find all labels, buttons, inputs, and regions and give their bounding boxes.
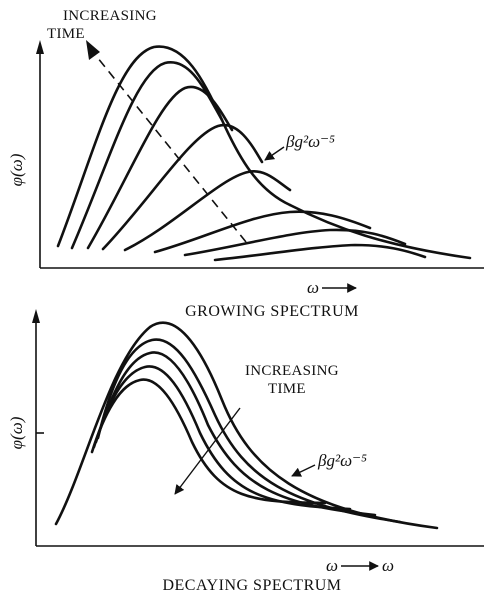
bottom-time-label: TIME bbox=[268, 381, 306, 397]
top-increasing-time-arrow bbox=[92, 51, 247, 243]
top-time-label: TIME bbox=[47, 26, 85, 42]
growth-curve-5 bbox=[123, 170, 292, 252]
decay-curve-2 bbox=[96, 338, 402, 524]
bottom-caption: DECAYING SPECTRUM bbox=[162, 577, 341, 594]
bottom-increasing-time-arrow bbox=[174, 407, 241, 495]
top-caption: GROWING SPECTRUM bbox=[185, 303, 359, 320]
decay-curve-3 bbox=[94, 351, 377, 517]
growth-curve-1 bbox=[56, 45, 292, 248]
top-increasing-time-arrowhead bbox=[86, 40, 100, 60]
bottom-increasing-label: INCREASING bbox=[245, 363, 339, 379]
top-envelope-leader bbox=[264, 146, 285, 161]
top-y-axis-label: φ(ω) bbox=[7, 153, 26, 186]
growth-curve-6 bbox=[153, 210, 372, 254]
growth-curve-3 bbox=[86, 85, 234, 250]
growth-curve-7 bbox=[183, 228, 407, 257]
growth-curve-4 bbox=[101, 123, 264, 251]
bottom-envelope-leader bbox=[291, 464, 316, 477]
bottom-envelope-label: βg²ω⁻⁵ bbox=[317, 451, 367, 470]
decay-curve-1 bbox=[54, 321, 439, 530]
bottom-y-axis-label: φ(ω) bbox=[7, 416, 26, 449]
decay-curve-5 bbox=[90, 378, 327, 505]
top-increasing-label: INCREASING bbox=[63, 8, 157, 24]
growth-envelope-curve bbox=[288, 203, 472, 260]
top-x-axis-label: ω bbox=[307, 278, 319, 297]
bottom-x-axis-label: ω bbox=[326, 556, 338, 575]
top-y-axis-arrow bbox=[36, 40, 44, 54]
growing-spectrum-panel: φ(ω) INCREASING TIME βg²ω⁻⁵ ω GROWING SP… bbox=[7, 8, 484, 320]
bottom-y-axis-arrow bbox=[32, 309, 40, 323]
decay-curve-4 bbox=[92, 365, 352, 511]
decaying-spectrum-panel: φ(ω) INCREASING TIME βg²ω⁻⁵ ω ω DECAYING… bbox=[7, 309, 484, 594]
bottom-x-axis-label-end: ω bbox=[382, 556, 394, 575]
growth-curve-2 bbox=[70, 61, 224, 250]
growth-curve-8 bbox=[213, 243, 427, 262]
top-envelope-label: βg²ω⁻⁵ bbox=[285, 132, 335, 151]
